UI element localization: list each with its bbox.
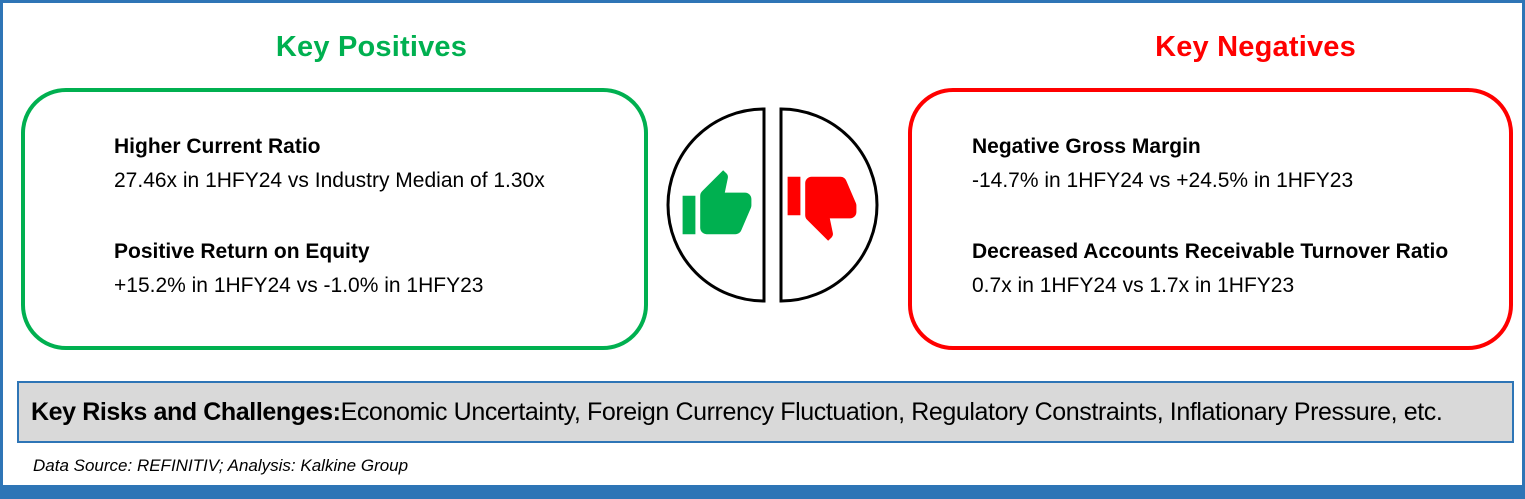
positive-item: Higher Current Ratio 27.46x in 1HFY24 vs… bbox=[114, 130, 629, 197]
positive-item-detail: +15.2% in 1HFY24 vs -1.0% in 1HFY23 bbox=[114, 273, 484, 297]
risks-bar: Key Risks and Challenges: Economic Uncer… bbox=[17, 381, 1514, 443]
data-source-note: Data Source: REFINITIV; Analysis: Kalkin… bbox=[33, 456, 409, 475]
positive-item-heading: Positive Return on Equity bbox=[114, 240, 370, 264]
negative-item-heading: Decreased Accounts Receivable Turnover R… bbox=[972, 240, 1449, 264]
thumbs-up-icon bbox=[682, 170, 752, 235]
thumbs-down-icon bbox=[787, 176, 857, 241]
positives-box: Higher Current Ratio 27.46x in 1HFY24 vs… bbox=[21, 88, 648, 350]
risks-text: Economic Uncertainty, Foreign Currency F… bbox=[340, 397, 1443, 426]
positive-item: Positive Return on Equity +15.2% in 1HFY… bbox=[114, 235, 629, 302]
negative-item: Decreased Accounts Receivable Turnover R… bbox=[972, 235, 1494, 302]
positive-item-detail: 27.46x in 1HFY24 vs Industry Median of 1… bbox=[114, 168, 545, 192]
positive-item-heading: Higher Current Ratio bbox=[114, 135, 321, 158]
risks-label: Key Risks and Challenges: bbox=[31, 397, 341, 426]
negative-item-heading: Negative Gross Margin bbox=[972, 135, 1201, 158]
key-negatives-title: Key Negatives bbox=[1155, 31, 1356, 63]
negative-item-detail: 0.7x in 1HFY24 vs 1.7x in 1HFY23 bbox=[972, 273, 1295, 297]
thumbs-split-circle bbox=[666, 107, 879, 303]
bottom-blue-strip bbox=[3, 485, 1522, 496]
key-positives-title: Key Positives bbox=[275, 31, 468, 63]
negatives-box: Negative Gross Margin -14.7% in 1HFY24 v… bbox=[908, 88, 1513, 350]
negative-item: Negative Gross Margin -14.7% in 1HFY24 v… bbox=[972, 130, 1494, 197]
negative-item-detail: -14.7% in 1HFY24 vs +24.5% in 1HFY23 bbox=[972, 168, 1354, 192]
